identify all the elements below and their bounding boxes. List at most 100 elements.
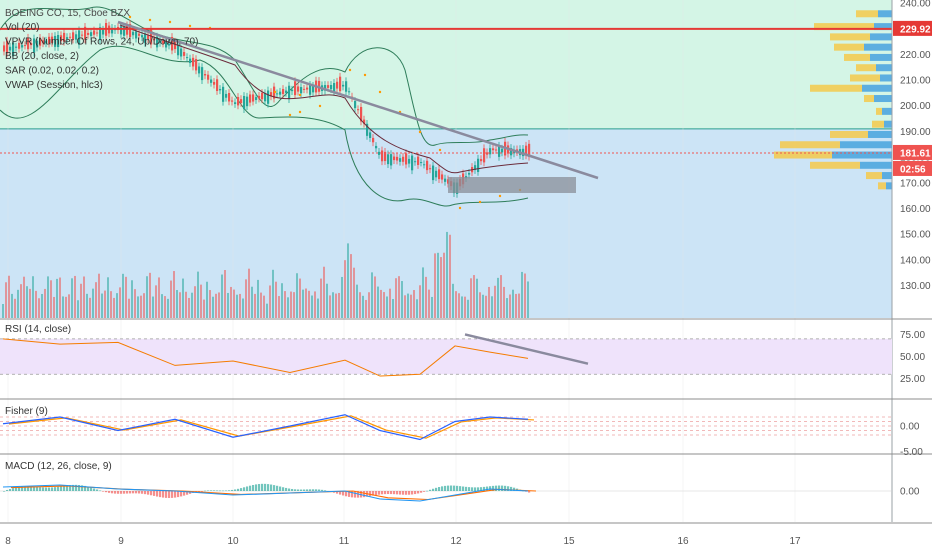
rsi-trendline bbox=[464, 333, 589, 365]
volume-bar bbox=[179, 292, 181, 318]
volume-bar bbox=[200, 284, 202, 318]
volume-bar bbox=[128, 298, 130, 318]
candle-body bbox=[147, 35, 150, 40]
vp-row-up bbox=[886, 182, 892, 190]
volume-bar bbox=[293, 292, 295, 318]
volume-bar bbox=[449, 234, 451, 318]
candle-body bbox=[201, 67, 204, 81]
macd-hist-bar bbox=[453, 485, 456, 491]
x-tick-label: 16 bbox=[677, 536, 689, 547]
macd-hist-bar bbox=[96, 489, 99, 491]
volume-bar bbox=[464, 296, 466, 318]
volume-bar bbox=[413, 290, 415, 318]
candle-body bbox=[165, 41, 168, 48]
candle-body bbox=[237, 97, 240, 106]
vp-row-down bbox=[830, 33, 870, 41]
macd-hist-bar bbox=[450, 485, 453, 491]
candle-body bbox=[159, 40, 162, 43]
macd-hist-bar bbox=[114, 491, 117, 494]
volume-bar bbox=[176, 290, 178, 318]
volume-bar bbox=[32, 276, 34, 318]
macd-hist-bar bbox=[294, 489, 297, 491]
macd-hist-bar bbox=[51, 487, 54, 491]
volume-bar bbox=[254, 293, 256, 318]
volume-bar bbox=[317, 298, 319, 318]
macd-hist-bar bbox=[153, 491, 156, 496]
volume-bar bbox=[440, 257, 442, 318]
candle-body bbox=[3, 45, 6, 52]
candle-body bbox=[21, 45, 24, 48]
sar-dot bbox=[288, 113, 292, 117]
sar-dot bbox=[363, 73, 367, 77]
volume-bar bbox=[296, 273, 298, 318]
vp-row-down bbox=[834, 43, 864, 51]
bb-lower-band bbox=[0, 45, 529, 207]
candle-body bbox=[501, 148, 504, 153]
candle-body bbox=[123, 26, 126, 36]
vp-row-down bbox=[872, 120, 884, 128]
volume-bar bbox=[344, 260, 346, 318]
volume-bar bbox=[284, 291, 286, 318]
macd-hist-bar bbox=[468, 487, 471, 491]
macd-hist-bar bbox=[177, 491, 180, 498]
candle-body bbox=[510, 147, 513, 156]
macd-hist-bar bbox=[441, 486, 444, 491]
candle-body bbox=[360, 106, 363, 122]
macd-hist-bar bbox=[312, 489, 315, 491]
macd-hist-bar bbox=[378, 491, 381, 495]
x-tick-label: 12 bbox=[450, 536, 462, 547]
macd-hist-bar bbox=[285, 487, 288, 491]
macd-hist-bar bbox=[117, 491, 120, 494]
volume-bar bbox=[92, 288, 94, 318]
macd-hist-bar bbox=[324, 490, 327, 491]
candle-body bbox=[339, 76, 342, 92]
vp-row-up bbox=[882, 107, 892, 115]
volume-bar bbox=[437, 252, 439, 318]
candle-body bbox=[153, 38, 156, 41]
candle-body bbox=[477, 158, 480, 172]
volume-bar bbox=[221, 274, 223, 318]
macd-hist-bar bbox=[300, 489, 303, 491]
macd-hist-bar bbox=[426, 490, 429, 492]
volume-bar bbox=[140, 295, 142, 318]
sar-dots bbox=[128, 15, 522, 210]
y-tick-label: 210.00 bbox=[900, 76, 931, 87]
macd-hist-bar bbox=[375, 491, 378, 496]
vp-row-down bbox=[876, 107, 882, 115]
macd-hist-bar bbox=[447, 485, 450, 491]
macd-hist-bar bbox=[45, 487, 48, 491]
y-tick-label: 190.00 bbox=[900, 127, 931, 138]
rsi-band bbox=[0, 338, 892, 375]
macd-hist-bar bbox=[213, 490, 216, 491]
vp-row-down bbox=[814, 23, 874, 31]
volume-bar bbox=[194, 286, 196, 318]
volume-bar bbox=[323, 266, 325, 318]
macd-hist-bar bbox=[528, 491, 531, 493]
candle-body bbox=[186, 57, 189, 59]
candle-body bbox=[57, 34, 60, 48]
vp-row-down bbox=[844, 53, 870, 61]
volume-bar bbox=[338, 292, 340, 318]
volume-bar bbox=[65, 296, 67, 318]
candle-body bbox=[120, 26, 123, 35]
candle-body bbox=[387, 154, 390, 165]
candle-body bbox=[54, 35, 57, 47]
candle-body bbox=[213, 81, 216, 85]
macd-hist-bar bbox=[495, 485, 498, 491]
candle-body bbox=[417, 156, 420, 165]
rsi-y-tick: 25.00 bbox=[900, 374, 925, 385]
candle-body bbox=[207, 74, 210, 80]
candle-body bbox=[423, 164, 426, 166]
candle-body bbox=[486, 152, 489, 155]
volume-bar bbox=[488, 286, 490, 318]
macd-hist-bar bbox=[168, 491, 171, 499]
volume-bar bbox=[50, 280, 52, 318]
macd-hist-bar bbox=[57, 486, 60, 491]
volume-bar bbox=[290, 291, 292, 318]
macd-hist-bar bbox=[165, 491, 168, 498]
sar-dot bbox=[298, 110, 302, 114]
volume-bar bbox=[428, 289, 430, 318]
volume-bar bbox=[512, 289, 514, 318]
macd-hist-bar bbox=[3, 491, 6, 492]
